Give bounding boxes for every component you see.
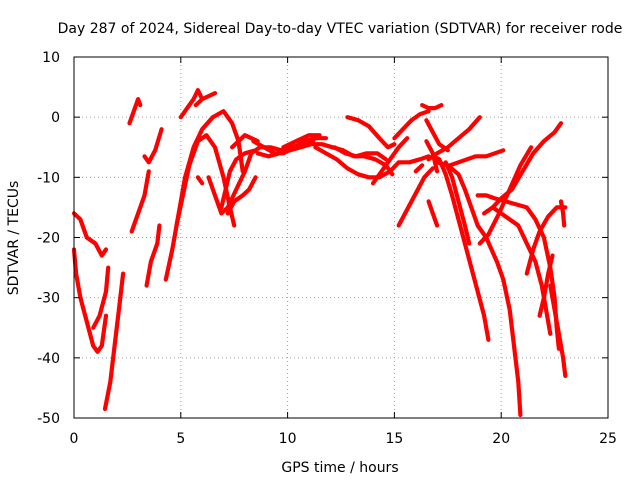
- chart-title: Day 287 of 2024, Sidereal Day-to-day VTE…: [58, 21, 623, 37]
- track-36-line: [447, 148, 506, 168]
- track-2-line: [71, 247, 109, 354]
- track-42-line: [524, 205, 568, 276]
- track-43-line: [548, 283, 568, 378]
- track-24-line: [370, 136, 410, 186]
- track-30-line: [424, 118, 450, 153]
- track-44-line: [558, 199, 567, 228]
- y-axis-label: SDTVAR / TECUs: [6, 181, 22, 296]
- track-6-line: [129, 169, 151, 234]
- track-28-line: [424, 139, 440, 174]
- track-15-line: [219, 148, 258, 210]
- x-tick-label: 10: [279, 431, 297, 447]
- y-axis-ticks: 10 0 -10 -20 -30 -40 -50: [37, 50, 608, 427]
- track-34-line: [430, 154, 491, 342]
- track-7-line: [142, 127, 164, 165]
- track-13-line: [195, 175, 205, 186]
- track-23-line: [345, 115, 397, 150]
- x-axis-label: GPS time / hours: [281, 460, 398, 476]
- track-19-line: [255, 142, 395, 177]
- x-tick-label: 25: [599, 431, 617, 447]
- x-axis-ticks: 0 5 10 15 20 25: [70, 57, 617, 447]
- y-tick-label: -20: [37, 231, 60, 247]
- track-41-line: [537, 253, 555, 318]
- track-21-line: [313, 145, 431, 180]
- data-series: [71, 87, 568, 418]
- track-12-line: [193, 90, 218, 108]
- y-tick-label: -10: [37, 170, 60, 186]
- track-22-line: [332, 145, 388, 162]
- track-25-line: [392, 109, 431, 141]
- track-4-line: [102, 271, 126, 412]
- x-tick-label: 20: [492, 431, 510, 447]
- track-5-line: [127, 96, 143, 126]
- track-16-line: [225, 175, 258, 216]
- x-tick-label: 15: [385, 431, 403, 447]
- track-1-line: [71, 211, 109, 258]
- track-27-line: [413, 163, 425, 174]
- grid-lines: [74, 57, 608, 418]
- track-31-line: [420, 102, 444, 111]
- track-29-line: [426, 199, 440, 228]
- track-26-line: [396, 166, 435, 228]
- y-tick-label: -30: [37, 291, 60, 307]
- track-11-line: [178, 87, 205, 120]
- x-tick-label: 5: [176, 431, 185, 447]
- y-tick-label: 10: [42, 50, 60, 66]
- x-tick-label: 0: [70, 431, 79, 447]
- track-10-line: [174, 133, 237, 228]
- track-20-line: [281, 133, 322, 150]
- track-8-line: [144, 223, 162, 288]
- track-39-line: [482, 121, 564, 216]
- y-tick-label: -50: [37, 411, 60, 427]
- track-32-line: [426, 115, 482, 162]
- y-tick-label: -40: [37, 351, 60, 367]
- track-3-line: [91, 265, 111, 330]
- track-35-line: [443, 160, 472, 246]
- y-tick-label: 0: [51, 110, 60, 126]
